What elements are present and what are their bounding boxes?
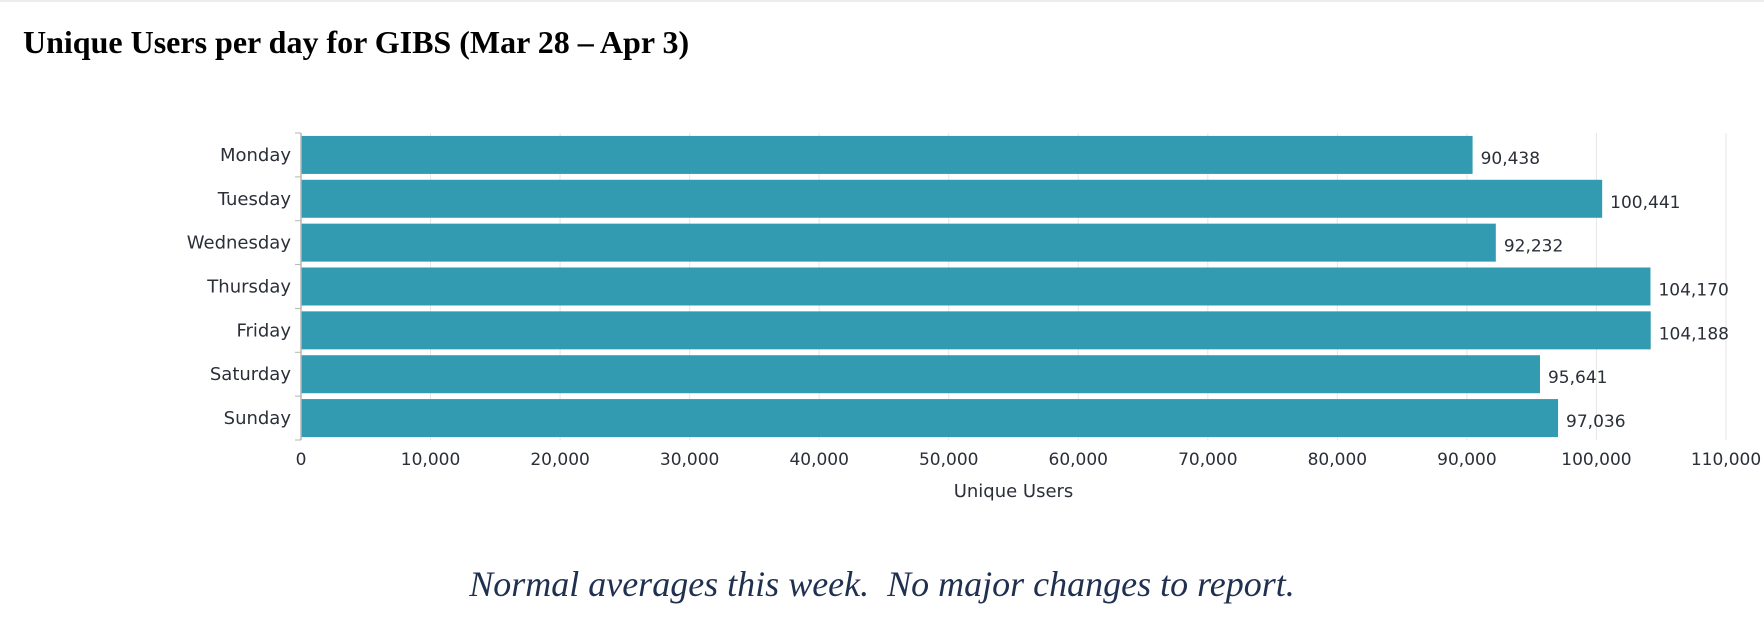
category-label: Thursday [206,277,291,298]
footnote: Normal averages this week. No major chan… [469,564,1295,604]
labels: 0 10,000 20,000 30,000 40,000 50,000 60,000 70,… [187,145,1761,502]
bars [301,135,1651,438]
bar-tuesday [301,179,1603,218]
x-tick-label: 60,000 [1049,450,1108,470]
x-tick-label: 30,000 [660,450,719,470]
category-label: Monday [220,145,291,166]
bar-monday [301,135,1473,174]
value-label: 104,188 [1659,324,1729,344]
x-axis-title: Unique Users [954,481,1074,502]
category-label: Sunday [224,408,292,429]
value-label: 104,170 [1658,281,1728,301]
category-label: Tuesday [217,189,292,210]
category-label: Wednesday [187,233,292,254]
bar-friday [301,311,1651,350]
value-label: 97,036 [1566,412,1625,432]
top-border [0,0,1764,2]
axes [295,132,302,441]
bar-sunday [301,399,1559,438]
x-tick-label: 90,000 [1437,450,1496,470]
x-tick-label: 10,000 [401,450,460,470]
value-label: 90,438 [1481,149,1540,169]
x-tick-label: 100,000 [1561,450,1631,470]
category-label: Saturday [210,364,291,385]
value-label: 95,641 [1548,368,1607,388]
category-label: Friday [236,320,291,341]
x-tick-label: 70,000 [1178,450,1237,470]
value-label: 92,232 [1504,237,1563,257]
x-tick-label: 40,000 [789,450,848,470]
x-tick-label: 110,000 [1691,450,1761,470]
bar-wednesday [301,223,1496,262]
value-label: 100,441 [1610,193,1680,213]
x-tick-label: 0 [296,450,307,470]
page-title: Unique Users per day for GIBS (Mar 28 – … [23,24,690,60]
x-tick-label: 50,000 [919,450,978,470]
bar-saturday [301,355,1540,394]
bar-thursday [301,267,1651,306]
x-tick-label: 20,000 [530,450,589,470]
x-tick-label: 80,000 [1308,450,1367,470]
